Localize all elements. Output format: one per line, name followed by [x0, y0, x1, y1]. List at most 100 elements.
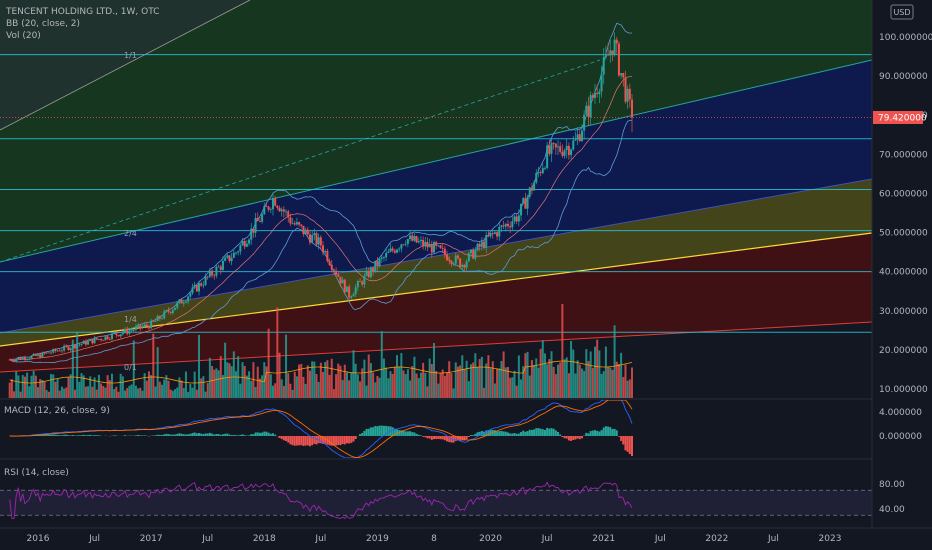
volume-bar-244	[539, 348, 542, 398]
volume-bar-247	[546, 364, 549, 398]
candle-body-213	[472, 249, 475, 259]
macd-hist-62	[143, 435, 146, 436]
macd-hist-128	[287, 436, 290, 443]
candle-body-272	[600, 74, 603, 92]
candle-body-172	[382, 257, 385, 259]
volume-bar-192	[426, 386, 429, 398]
macd-hist-228	[504, 431, 507, 436]
price-tick-7: 30.000000	[879, 307, 928, 317]
candle-body-151	[337, 274, 340, 277]
candle-body-204	[452, 263, 455, 265]
macd-hist-135	[302, 436, 305, 446]
candle-body-252	[557, 146, 560, 148]
candle-body-89	[202, 284, 205, 286]
macd-hist-80	[182, 434, 185, 436]
macd-hist-112	[252, 434, 255, 436]
candle-body-232	[513, 216, 516, 222]
macd-hist-255	[563, 436, 566, 439]
macd-hist-263	[580, 436, 583, 439]
macd-hist-210	[465, 436, 468, 440]
chart-title[interactable]: TENCENT HOLDING LTD., 1W, OTC	[5, 7, 159, 17]
candle-body-38	[91, 339, 94, 344]
volume-bar-125	[280, 379, 283, 398]
macd-hist-29	[71, 435, 74, 436]
macd-hist-180	[400, 430, 403, 436]
candle-body-17	[45, 352, 48, 354]
candle-body-147	[328, 260, 331, 265]
time-tick-6: 2019	[366, 534, 389, 544]
candle-body-197	[437, 245, 440, 247]
volume-bar-152	[339, 365, 342, 398]
candle-body-115	[258, 221, 261, 222]
currency-button-label[interactable]: USD	[893, 8, 910, 17]
macd-hist-153	[341, 436, 344, 444]
bb-indicator-label[interactable]: BB (20, close, 2)	[6, 19, 80, 29]
volume-bar-32	[78, 381, 81, 398]
candle-body-246	[543, 167, 546, 169]
macd-hist-106	[239, 434, 242, 436]
macd-hist-99	[224, 433, 227, 436]
macd-hist-284	[626, 436, 629, 452]
macd-hist-236	[522, 430, 525, 436]
volume-bar-29	[71, 339, 74, 398]
macd-hist-283	[624, 436, 627, 451]
volume-bar-115	[258, 378, 261, 398]
price-scale[interactable]	[872, 0, 932, 550]
volume-bar-272	[600, 373, 603, 398]
candle-body-101	[228, 255, 231, 262]
x-axis-ticks[interactable]: 2016 Jul 2017 Jul 2018 Jul 2019 8 2020 Jul 2021 Jul…	[27, 534, 842, 544]
macd-hist-184	[409, 431, 412, 436]
macd-hist-77	[176, 433, 179, 436]
macd-label[interactable]: MACD (12, 26, close, 9)	[4, 406, 110, 416]
macd-hist-132	[295, 436, 298, 446]
vol-indicator-label[interactable]: Vol (20)	[6, 31, 41, 41]
volume-bar-230	[509, 377, 512, 398]
volume-bar-107	[241, 362, 244, 398]
macd-hist-233	[515, 433, 518, 436]
volume-bar-258	[570, 341, 573, 398]
candle-body-65	[150, 320, 153, 329]
candle-body-209	[463, 265, 466, 268]
macd-signal-line	[9, 400, 633, 458]
candle-body-130	[291, 223, 294, 225]
rsi-label[interactable]: RSI (14, close)	[4, 468, 69, 478]
candle-body-242	[535, 172, 538, 183]
candle-body-224	[496, 232, 499, 237]
candle-body-148	[330, 264, 333, 270]
candle-body-268	[591, 95, 594, 98]
volume-bar-108	[243, 365, 246, 398]
volume-bar-165	[367, 354, 370, 398]
macd-hist-158	[352, 436, 355, 442]
volume-bar-140	[313, 361, 316, 398]
volume-bar-280	[617, 363, 620, 398]
volume-bar-61	[141, 390, 144, 398]
time-tick-5: Jul	[314, 534, 326, 544]
candle-body-234	[517, 215, 520, 222]
candle-body-59	[137, 324, 140, 327]
candle-body-34	[82, 340, 85, 344]
volume-bar-6	[21, 375, 24, 398]
volume-bar-236	[522, 366, 525, 398]
candle-body-146	[326, 250, 329, 261]
macd-hist-253	[559, 434, 562, 436]
candle-body-240	[530, 187, 533, 191]
volume-bar-133	[298, 364, 301, 398]
candle-body-208	[461, 265, 464, 268]
currency-button-frame[interactable]	[890, 4, 914, 20]
candle-body-190	[422, 239, 425, 247]
candle-body-1	[10, 359, 13, 361]
volume-bar-284	[626, 380, 629, 398]
volume-bar-62	[143, 373, 146, 398]
candle-body-221	[489, 233, 492, 237]
macd-hist-238	[526, 431, 529, 436]
volume-bar-210	[465, 360, 468, 398]
volume-bar-277	[611, 369, 614, 398]
price-tick-0: 100.000000	[879, 33, 932, 43]
volume-bar-281	[620, 352, 623, 398]
volume-bar-35	[84, 386, 87, 398]
macd-hist-257	[567, 436, 570, 441]
currency-button[interactable]: USD	[890, 4, 914, 20]
candle-body-95	[215, 267, 218, 276]
volume-bar-248	[548, 359, 551, 398]
